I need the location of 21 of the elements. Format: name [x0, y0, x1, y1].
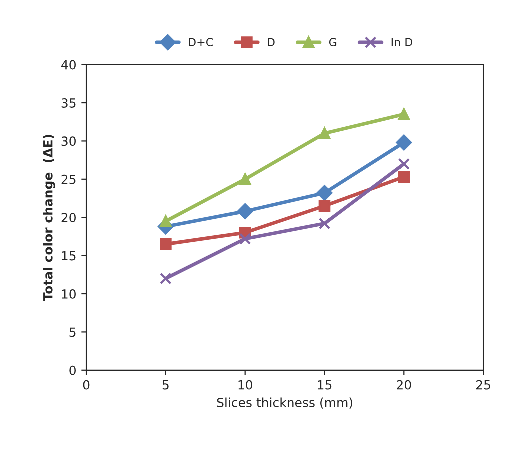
x-tick-label: 20: [397, 380, 412, 390]
x-tick-label: 15: [318, 380, 332, 390]
y-tick-label: 30: [62, 136, 76, 146]
x-tick-label: 10: [238, 380, 252, 390]
legend-label: G: [329, 38, 337, 47]
legend-label: In D: [392, 38, 413, 46]
y-tick-label: 10: [62, 289, 76, 299]
y-tick-label: 5: [70, 328, 76, 338]
y-tick-label: 20: [62, 213, 76, 223]
y-tick-label: 35: [62, 98, 76, 108]
y-axis-title: Total color change (ΔE): [43, 135, 56, 302]
x-tick-label: 25: [476, 380, 490, 390]
x-tick-label: 5: [162, 380, 169, 390]
y-tick-label: 15: [62, 251, 76, 261]
x-tick-label: 0: [83, 380, 90, 390]
y-tick-label: 40: [62, 60, 76, 70]
legend-label: D: [268, 38, 275, 46]
y-tick-label: 0: [70, 366, 76, 376]
legend-label: D+C: [189, 38, 214, 47]
y-tick-label: 25: [62, 174, 76, 184]
x-axis-title: Slices thickness (mm): [217, 398, 352, 409]
